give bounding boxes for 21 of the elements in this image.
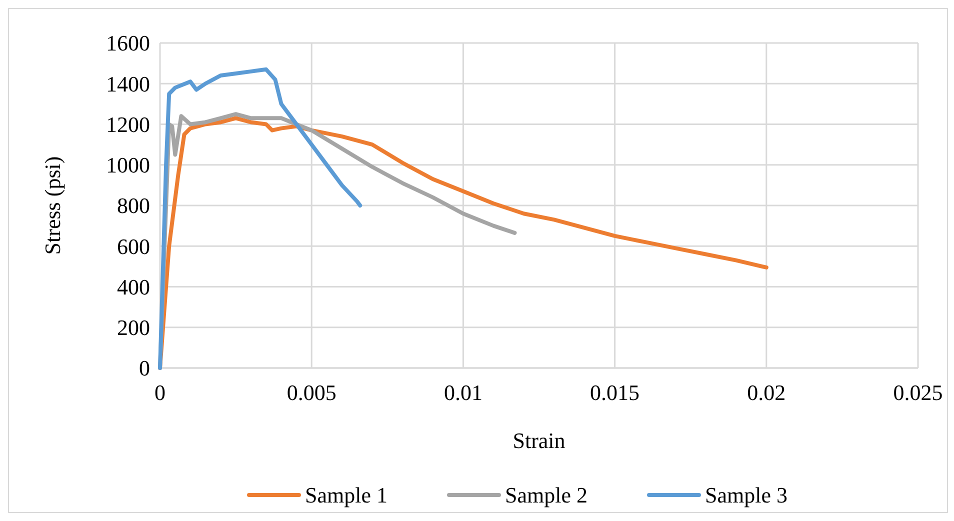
y-tick-label: 800 [117,193,150,218]
legend-label: Sample 2 [505,482,588,508]
y-tick-label: 200 [117,315,150,340]
line-series [158,67,362,370]
y-tick-label: 1600 [106,30,150,56]
y-tick-label: 1000 [106,152,150,178]
y-tick-label: 400 [117,274,150,300]
y-axis-title: Stress (psi) [40,156,65,255]
x-tick-label: 0.005 [286,380,336,405]
x-tick-label: 0.015 [590,380,640,405]
y-tick-label: 0 [139,356,150,381]
x-tick-label: 0.02 [747,380,786,405]
y-tick-label: 600 [117,234,150,259]
x-tick-label: 0.025 [893,380,943,405]
y-tick-label: 1400 [106,71,150,96]
x-tick-label: 0 [154,380,166,405]
legend-label: Sample 1 [305,482,388,508]
x-axis-title: Strain [512,428,566,453]
y-tick-label: 1200 [106,112,150,137]
x-tick-label: 0.01 [444,380,482,405]
legend-label: Sample 3 [705,482,788,508]
